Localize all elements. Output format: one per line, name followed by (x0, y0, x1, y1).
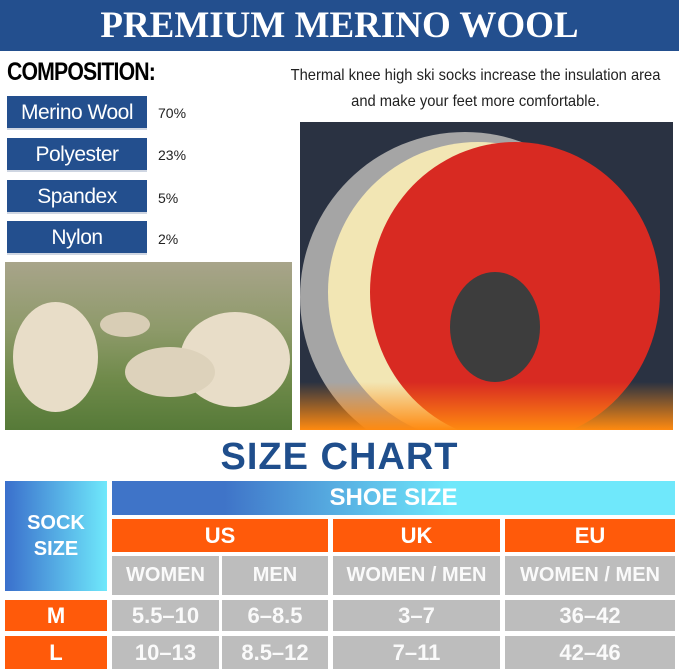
rolled-sock-photo (300, 122, 673, 430)
material-percent: 70% (158, 105, 187, 121)
size-cell: 42–46 (505, 636, 675, 669)
size-cell: 5.5–10 (112, 600, 219, 631)
material-percent: 23% (158, 147, 187, 163)
sock-size-header: SOCK SIZE (5, 481, 107, 591)
material-label: Nylon (7, 221, 147, 255)
subheader-cell: MEN (222, 556, 328, 595)
shoe-size-header: SHOE SIZE (112, 481, 675, 515)
region-header-us: US (112, 519, 328, 552)
size-cell: 8.5–12 (222, 636, 328, 669)
size-cell: 10–13 (112, 636, 219, 669)
sock-size-l: L (5, 636, 107, 669)
region-header-uk: UK (333, 519, 500, 552)
material-label: Merino Wool (7, 96, 147, 130)
size-cell: 3–7 (333, 600, 500, 631)
material-label: Spandex (7, 180, 147, 214)
region-header-eu: EU (505, 519, 675, 552)
size-cell: 7–11 (333, 636, 500, 669)
subheader-cell: WOMEN / MEN (333, 556, 500, 595)
page-banner-title: PREMIUM MERINO WOOL (0, 0, 679, 51)
composition-title: COMPOSITION: (7, 58, 156, 86)
material-label: Polyester (7, 138, 147, 172)
size-chart-title: SIZE CHART (220, 436, 459, 478)
sheep-photo (5, 262, 292, 430)
sock-size-m: M (5, 600, 107, 631)
material-percent: 2% (158, 231, 179, 247)
size-cell: 6–8.5 (222, 600, 328, 631)
subheader-cell: WOMEN / MEN (505, 556, 675, 595)
subheader-cell: WOMEN (112, 556, 219, 595)
material-percent: 5% (158, 190, 179, 206)
product-description: Thermal knee high ski socks increase the… (290, 67, 661, 110)
size-cell: 36–42 (505, 600, 675, 631)
